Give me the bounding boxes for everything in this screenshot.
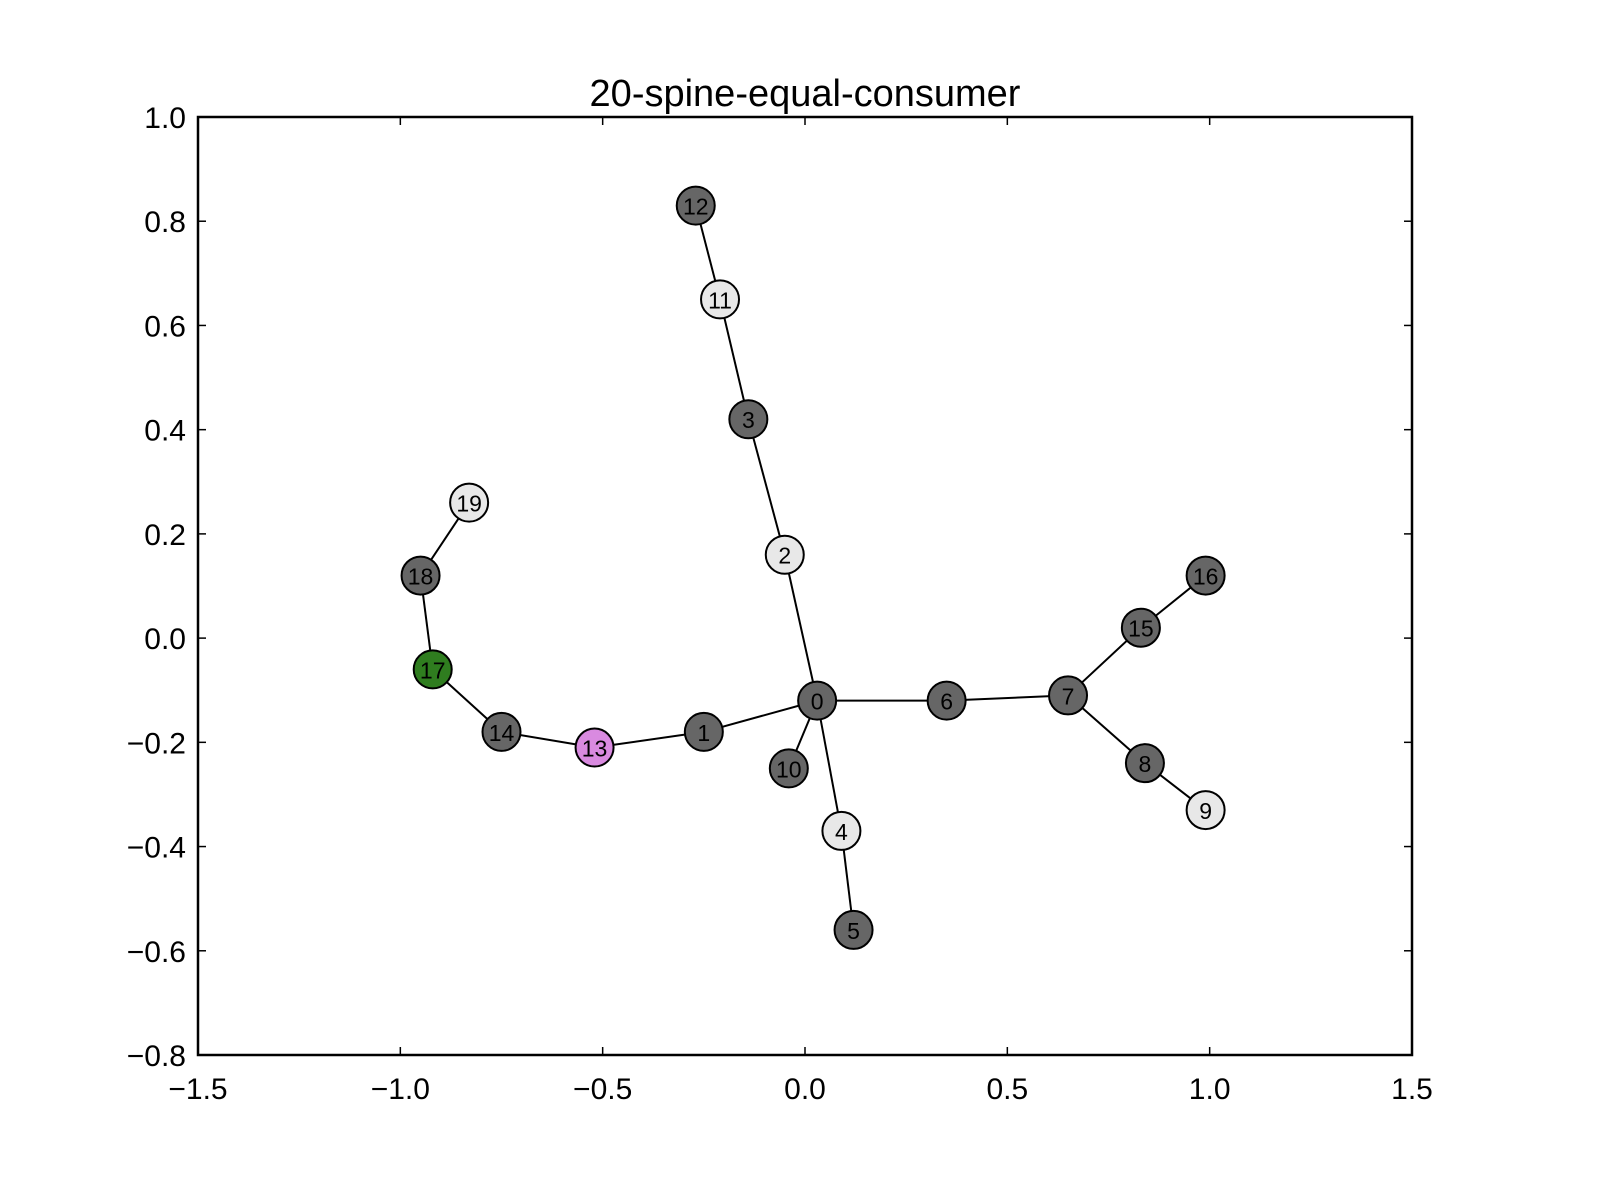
node-label: 5 (847, 918, 860, 944)
node-circle (481, 711, 522, 752)
y-tick-label: 0.8 (144, 206, 186, 239)
x-tick-label: 1.5 (1391, 1073, 1433, 1106)
node-circle (728, 399, 769, 440)
y-tick-label: −0.6 (127, 936, 186, 969)
ticks-layer: −1.5 −1.0 −0.5 0.0 0.5 1.0 1.5 −0.8 −0.6 −0.4 −0.2… (127, 102, 1433, 1106)
node-label: 15 (1128, 616, 1154, 642)
node-circle (1120, 607, 1161, 648)
node-circle (797, 680, 838, 721)
node-label: 0 (811, 689, 824, 715)
y-tick-label: 0.6 (144, 310, 186, 343)
graph-node-8: 8 (1124, 743, 1165, 784)
node-label: 8 (1139, 751, 1152, 777)
edge-6-7 (946, 694, 1069, 702)
graph-node-16: 16 (1185, 555, 1226, 596)
graph-node-1: 1 (683, 711, 724, 752)
node-label: 19 (456, 491, 482, 517)
x-tick-label: −1.5 (168, 1073, 227, 1106)
node-circle (449, 482, 490, 523)
node-label: 7 (1062, 683, 1075, 709)
node-circle (683, 711, 724, 752)
x-tick-label: −0.5 (573, 1073, 632, 1106)
node-circle (1124, 743, 1165, 784)
y-tick-label: 0.0 (144, 623, 186, 656)
graph-node-10: 10 (768, 748, 809, 789)
node-circle (768, 748, 809, 789)
node-label: 18 (408, 564, 434, 590)
node-label: 10 (776, 756, 802, 782)
edge-2-3 (747, 418, 786, 555)
graph-node-11: 11 (700, 279, 741, 320)
node-label: 12 (683, 194, 709, 220)
node-circle (1185, 790, 1226, 831)
edge-3-11 (719, 299, 750, 420)
plot-frame (196, 115, 1414, 1057)
node-label: 4 (835, 819, 848, 845)
node-label: 3 (742, 407, 755, 433)
node-label: 16 (1193, 564, 1219, 590)
node-label: 11 (708, 287, 732, 313)
node-label: 9 (1199, 798, 1212, 824)
node-circle (1048, 675, 1089, 716)
node-circle (926, 680, 967, 721)
edge-0-4 (816, 700, 843, 832)
node-circle (821, 810, 862, 851)
graph-node-12: 12 (675, 185, 716, 226)
graph-node-9: 9 (1185, 790, 1226, 831)
graph-node-14: 14 (481, 711, 522, 752)
y-tick-label: 0.2 (144, 519, 186, 552)
x-tick-label: 1.0 (1189, 1073, 1231, 1106)
chart-title: 20-spine-equal-consumer (590, 73, 1021, 115)
graph-node-18: 18 (400, 555, 441, 596)
y-tick-label: −0.4 (127, 832, 186, 865)
node-label: 13 (582, 736, 608, 762)
graph-node-3: 3 (728, 399, 769, 440)
edges-layer (419, 205, 1207, 931)
graph-node-15: 15 (1120, 607, 1161, 648)
node-circle (833, 909, 874, 950)
node-label: 1 (697, 720, 710, 746)
graph-node-0: 0 (797, 680, 838, 721)
graph-node-2: 2 (764, 534, 805, 575)
edge-0-2 (783, 554, 819, 701)
x-tick-label: 0.0 (784, 1073, 826, 1106)
graph-node-19: 19 (449, 482, 490, 523)
graph-node-13: 13 (574, 727, 615, 768)
node-label: 17 (420, 657, 446, 683)
graph-node-6: 6 (926, 680, 967, 721)
node-circle (412, 649, 453, 690)
graph-node-17: 17 (412, 649, 453, 690)
node-label: 14 (489, 720, 515, 746)
graph-node-7: 7 (1048, 675, 1089, 716)
y-tick-label: 0.4 (144, 415, 186, 448)
y-tick-label: −0.2 (127, 727, 186, 760)
x-tick-label: 0.5 (986, 1073, 1028, 1106)
y-tick-label: −0.8 (127, 1040, 186, 1073)
graph-node-4: 4 (821, 810, 862, 851)
y-tick-label: 1.0 (144, 102, 186, 135)
node-circle (400, 555, 441, 596)
x-tick-label: −1.0 (371, 1073, 430, 1106)
node-label: 2 (778, 543, 791, 569)
node-label: 6 (940, 689, 953, 715)
graph-node-5: 5 (833, 909, 874, 950)
node-circle (1185, 555, 1226, 596)
node-circle (574, 727, 615, 768)
node-circle (764, 534, 805, 575)
node-circle (675, 185, 716, 226)
node-circle (700, 279, 741, 320)
